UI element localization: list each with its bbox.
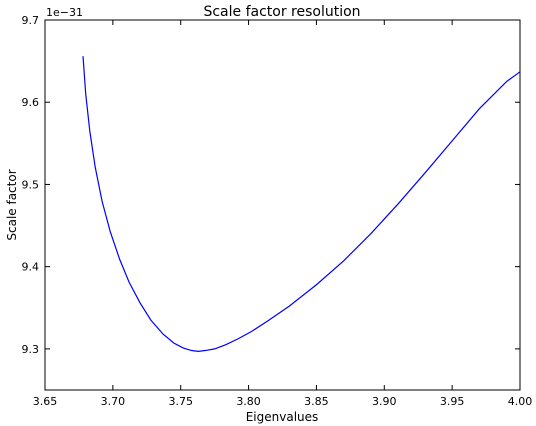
y-tick-label: 9.3 <box>22 343 40 356</box>
x-axis-label: Eigenvalues <box>246 410 319 424</box>
y-axis-label: Scale factor <box>5 169 19 240</box>
series-line <box>82 56 521 352</box>
x-tick-label: 3.90 <box>372 395 397 408</box>
x-tick-label: 3.80 <box>236 395 261 408</box>
x-tick-label: 3.65 <box>33 395 58 408</box>
x-tick-label: 3.75 <box>168 395 193 408</box>
y-tick-label: 9.6 <box>22 96 40 109</box>
x-tick-label: 3.85 <box>304 395 329 408</box>
x-tick-label: 3.95 <box>440 395 465 408</box>
y-tick-label: 9.5 <box>22 178 40 191</box>
y-tick-label: 9.7 <box>22 14 40 27</box>
x-tick-label: 4.00 <box>508 395 533 408</box>
chart-title: Scale factor resolution <box>203 4 360 20</box>
y-axis-offset-label: 1e−31 <box>46 6 83 19</box>
y-tick-label: 9.4 <box>22 261 40 274</box>
plot-area <box>44 19 521 391</box>
x-tick-label: 3.70 <box>101 395 126 408</box>
